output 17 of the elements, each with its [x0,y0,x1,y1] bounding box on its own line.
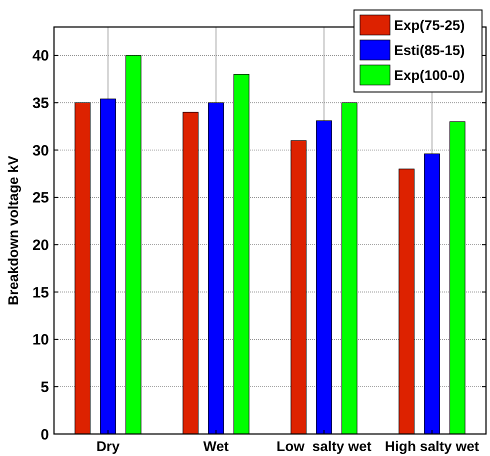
y-tick-label: 30 [32,142,49,160]
y-axis-title: Breakdown voltage kV [5,155,21,306]
legend-label: Esti(85-15) [394,42,465,58]
legend-label: Exp(75-25) [394,16,465,33]
y-tick-label: 35 [32,94,49,112]
x-tick-label: Dry [96,438,120,454]
x-tick-label: High salty wet [384,438,480,454]
y-tick-label: 20 [32,236,49,254]
y-tick-label: 0 [40,426,49,444]
y-tick-label: 15 [32,284,49,302]
y-tick-label: 40 [32,48,49,65]
y-tick-label: 5 [40,378,49,396]
legend-label: Exp(100-0) [394,66,465,83]
x-tick-label: Low salty wet [276,438,372,454]
y-tick-label: 10 [32,332,49,349]
x-tick-label: Wet [203,438,230,454]
y-tick-label: 25 [32,190,49,207]
